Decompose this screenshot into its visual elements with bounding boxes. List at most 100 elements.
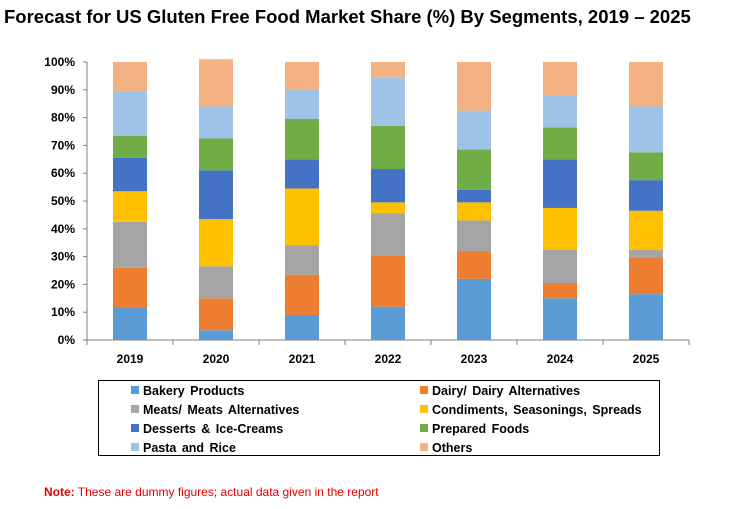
- bar-segment-2022-7: [371, 77, 405, 126]
- y-tick-label: 50%: [51, 194, 75, 208]
- bar-segment-2020-5: [199, 170, 233, 220]
- bar-segment-2021-8: [285, 62, 319, 90]
- x-tick-label: 2025: [633, 352, 660, 366]
- legend-label: Condiments, Seasonings, Spreads: [432, 403, 642, 417]
- bar-segment-2020-4: [199, 219, 233, 267]
- legend-item: Dairy/ Dairy Alternatives: [420, 384, 580, 402]
- legend-swatch: [131, 386, 139, 394]
- bar-segment-2023-3: [457, 220, 491, 252]
- bar-segment-2021-4: [285, 188, 319, 246]
- bar-segment-2025-2: [629, 257, 663, 295]
- chart-legend: Bakery Products Dairy/ Dairy Alternatives…: [98, 380, 660, 456]
- bar-segment-2023-7: [457, 110, 491, 150]
- bar-segment-2021-1: [285, 314, 319, 340]
- legend-swatch: [420, 386, 428, 394]
- bar-segment-2024-3: [543, 249, 577, 284]
- bar-segment-2022-6: [371, 125, 405, 170]
- bar-segment-2021-2: [285, 274, 319, 315]
- legend-swatch: [420, 405, 428, 413]
- legend-swatch: [131, 405, 139, 413]
- bar-segment-2024-1: [543, 298, 577, 340]
- bar-segment-2021-5: [285, 159, 319, 189]
- legend-item: Meats/ Meats Alternatives: [131, 403, 299, 421]
- bar-segment-2022-4: [371, 202, 405, 214]
- bar-segment-2022-2: [371, 255, 405, 307]
- legend-item: Others: [420, 441, 472, 459]
- bar-segment-2025-8: [629, 62, 663, 107]
- y-tick-label: 70%: [51, 138, 75, 152]
- x-tick-label: 2020: [203, 352, 230, 366]
- bar-segment-2024-8: [543, 62, 577, 96]
- bar-segment-2022-1: [371, 306, 405, 340]
- legend-label: Desserts & Ice-Creams: [143, 422, 284, 436]
- legend-item: Condiments, Seasonings, Spreads: [420, 403, 642, 421]
- bar-segment-2020-8: [199, 59, 233, 107]
- bar-segment-2019-4: [113, 191, 147, 222]
- bar-segment-2022-8: [371, 62, 405, 78]
- bar-segment-2020-7: [199, 106, 233, 139]
- bar-segment-2025-7: [629, 106, 663, 153]
- chart-bars: [113, 59, 663, 340]
- bar-segment-2019-1: [113, 308, 147, 340]
- bar-segment-2019-5: [113, 157, 147, 192]
- bar-segment-2019-3: [113, 221, 147, 268]
- bar-segment-2024-5: [543, 159, 577, 208]
- bar-segment-2024-6: [543, 127, 577, 160]
- legend-label: Prepared Foods: [432, 422, 530, 436]
- footnote: Note: These are dummy figures; actual da…: [44, 485, 379, 499]
- x-tick-label: 2021: [289, 352, 316, 366]
- bar-segment-2019-8: [113, 62, 147, 92]
- y-tick-label: 100%: [44, 55, 75, 69]
- bar-segment-2023-8: [457, 62, 491, 111]
- bar-segment-2023-6: [457, 149, 491, 190]
- bar-segment-2023-4: [457, 202, 491, 221]
- legend-swatch: [420, 443, 428, 451]
- bar-segment-2025-3: [629, 249, 663, 258]
- bar-segment-2022-3: [371, 213, 405, 256]
- bar-segment-2025-5: [629, 180, 663, 211]
- y-tick-label: 60%: [51, 166, 75, 180]
- footnote-label: Note:: [44, 485, 75, 499]
- bar-segment-2023-1: [457, 278, 491, 340]
- legend-label: Others: [432, 441, 473, 455]
- bar-segment-2024-7: [543, 95, 577, 128]
- bar-segment-2019-2: [113, 267, 147, 309]
- y-tick-label: 80%: [51, 111, 75, 125]
- bar-segment-2024-2: [543, 283, 577, 299]
- bar-segment-2022-5: [371, 169, 405, 203]
- legend-item: Prepared Foods: [420, 422, 529, 440]
- bar-segment-2023-2: [457, 251, 491, 279]
- bar-segment-2024-4: [543, 207, 577, 250]
- x-tick-label: 2024: [547, 352, 574, 366]
- bar-segment-2023-5: [457, 189, 491, 203]
- bar-segment-2021-6: [285, 118, 319, 160]
- bar-segment-2021-3: [285, 245, 319, 275]
- x-tick-label: 2022: [375, 352, 402, 366]
- stacked-bar-chart: 0% 10% 20% 30% 40% 50% 60% 70% 80% 90% 100% 2019 202…: [44, 55, 690, 366]
- legend-item: Pasta and Rice: [131, 441, 236, 459]
- bar-segment-2025-1: [629, 294, 663, 340]
- x-tick-label: 2023: [461, 352, 488, 366]
- legend-swatch: [131, 424, 139, 432]
- legend-item: Bakery Products: [131, 384, 244, 402]
- bar-segment-2019-7: [113, 91, 147, 136]
- bar-segment-2020-2: [199, 298, 233, 331]
- bar-segment-2025-6: [629, 152, 663, 181]
- legend-swatch: [131, 443, 139, 451]
- bar-segment-2020-3: [199, 266, 233, 299]
- legend-label: Bakery Products: [143, 384, 245, 398]
- y-tick-label: 90%: [51, 83, 75, 97]
- legend-swatch: [420, 424, 428, 432]
- chart-title: Forecast for US Gluten Free Food Market …: [4, 6, 691, 27]
- y-tick-label: 10%: [51, 305, 75, 319]
- legend-label: Dairy/ Dairy Alternatives: [432, 384, 581, 398]
- bar-segment-2021-7: [285, 89, 319, 119]
- bar-segment-2019-6: [113, 135, 147, 158]
- y-tick-label: 40%: [51, 222, 75, 236]
- chart-tick-labels: 0% 10% 20% 30% 40% 50% 60% 70% 80% 90% 100% 2019 202…: [44, 55, 659, 366]
- legend-label: Pasta and Rice: [143, 441, 236, 455]
- bar-segment-2020-1: [199, 330, 233, 340]
- legend-item: Desserts & Ice-Creams: [131, 422, 283, 440]
- x-tick-label: 2019: [117, 352, 144, 366]
- bar-segment-2025-4: [629, 210, 663, 250]
